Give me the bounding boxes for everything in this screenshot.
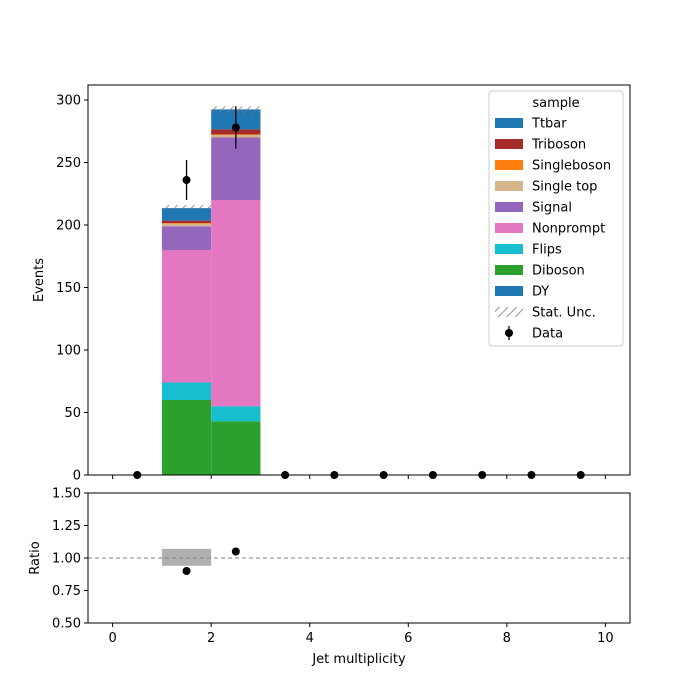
bar-segment-single-top-bin-0 xyxy=(161,223,212,227)
legend-label-dy: DY xyxy=(532,285,549,300)
legend-label-diboson: Diboson xyxy=(532,264,585,279)
bar-segment-nonprompt-bin-1 xyxy=(211,200,261,407)
ratio-y-tick-label: 1.25 xyxy=(52,519,81,534)
legend-swatch-stat-unc xyxy=(495,307,523,317)
legend-label-nonprompt: Nonprompt xyxy=(532,222,605,237)
main-y-tick-label: 200 xyxy=(56,219,81,234)
bar-segment-ttbar-bin-0 xyxy=(161,208,212,221)
ratio-x-tick-label: 10 xyxy=(597,631,614,646)
legend-label-singleboson: Singleboson xyxy=(532,159,611,174)
main-y-tick-label: 100 xyxy=(56,344,81,359)
ratio-x-tick-label: 2 xyxy=(207,631,215,646)
legend-swatch-dy xyxy=(495,286,523,296)
ratio-y-tick-label: 0.50 xyxy=(52,617,81,632)
main-axes-frame xyxy=(87,84,631,476)
legend-box xyxy=(488,90,624,347)
main-y-tick-label: 0 xyxy=(73,469,81,484)
ratio-y-tick-label: 0.75 xyxy=(52,584,81,599)
data-point-2 xyxy=(231,123,240,132)
main-y-tick-label: 250 xyxy=(56,156,81,171)
legend-swatch-nonprompt xyxy=(495,223,523,233)
bar-segment-singleboson-bin-0 xyxy=(161,223,212,224)
ratio-y-tick-label: 1.50 xyxy=(52,487,81,502)
legend-swatch-singleboson xyxy=(495,160,523,170)
legend-swatch-ttbar xyxy=(495,118,523,128)
ratio-x-tick-label: 8 xyxy=(503,631,511,646)
legend-data-marker xyxy=(505,329,513,337)
legend-swatch-triboson xyxy=(495,139,523,149)
ratio-x-tick-label: 0 xyxy=(108,631,116,646)
legend-swatch-signal xyxy=(495,202,523,212)
legend-label-signal: Signal xyxy=(532,201,572,216)
bar-segment-flips-bin-0 xyxy=(161,382,212,400)
data-point-1 xyxy=(182,176,191,184)
legend-label-flips: Flips xyxy=(532,243,562,258)
legend-swatch-diboson xyxy=(495,265,523,275)
ratio-x-tick-label: 4 xyxy=(306,631,314,646)
ratio-x-tick-label: 6 xyxy=(404,631,412,646)
main-y-axis-label: Events xyxy=(32,258,47,302)
bar-segment-diboson-bin-0 xyxy=(161,400,212,475)
main-y-tick-label: 50 xyxy=(64,406,81,421)
ratio-panel: 0.50 0.75 1.00 1.25 1.50 0 2 4 6 8 10 Jet multiplic… xyxy=(28,487,631,667)
ratio-x-axis-label: Jet multiplicity xyxy=(311,652,406,667)
legend-title: sample xyxy=(532,96,579,111)
main-y-tick-label: 150 xyxy=(56,281,81,296)
ratio-y-axis-label: Ratio xyxy=(28,541,43,574)
main-y-tick-label: 300 xyxy=(56,94,81,109)
bar-segment-nonprompt-bin-0 xyxy=(161,250,212,383)
legend-label-stat-unc: Stat. Unc. xyxy=(532,306,596,321)
ratio-point-1 xyxy=(231,547,240,556)
legend: sample Ttbar Triboson Singleboson Single top… xyxy=(488,90,624,347)
bar-segment-diboson-bin-1 xyxy=(211,421,261,475)
bar-segment-triboson-bin-0 xyxy=(161,220,212,224)
bar-segment-flips-bin-1 xyxy=(211,406,261,422)
main-panel: 0 50 100 150 200 250 300 Events xyxy=(32,84,631,484)
ratio-point-0 xyxy=(182,567,191,575)
legend-swatch-flips xyxy=(495,244,523,254)
bar-segment-signal-bin-0 xyxy=(161,226,212,250)
stat-unc-band-bin-0 xyxy=(161,205,212,210)
ratio-unc-band-0 xyxy=(161,548,212,566)
legend-label-data: Data xyxy=(532,327,563,342)
legend-label-triboson: Triboson xyxy=(531,138,586,153)
legend-swatch-single-top xyxy=(495,181,523,191)
ratio-y-tick-label: 1.00 xyxy=(52,552,81,567)
legend-label-single-top: Single top xyxy=(532,180,597,195)
legend-label-ttbar: Ttbar xyxy=(531,117,567,132)
